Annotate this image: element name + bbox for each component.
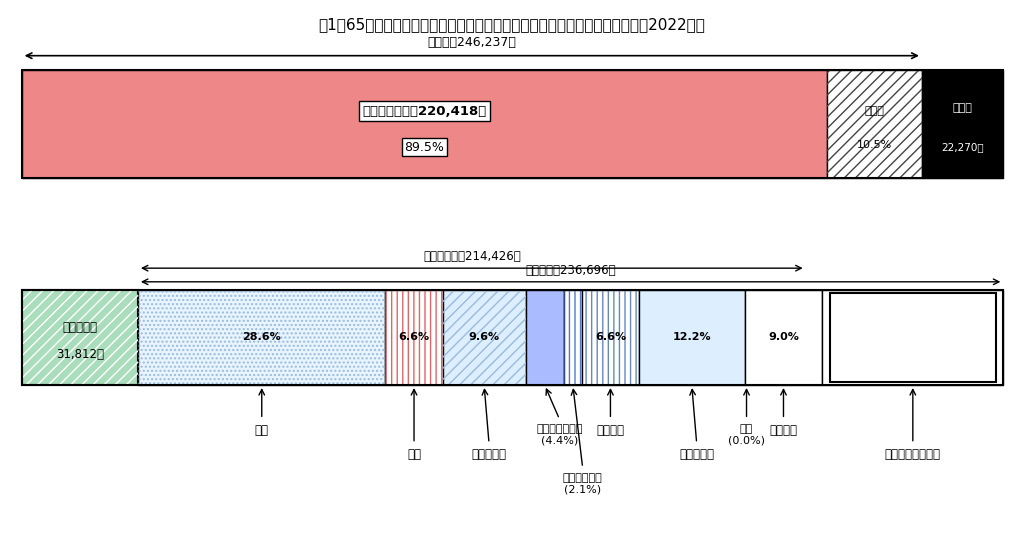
Text: 教育
(0.0%): 教育 (0.0%) — [728, 424, 765, 446]
Text: 被服及び履物
(2.1%): 被服及び履物 (2.1%) — [563, 473, 602, 495]
Text: 12.2%: 12.2% — [673, 332, 711, 343]
Text: 実収入　246,237円: 実収入 246,237円 — [427, 36, 516, 49]
Text: 光熱・水道: 光熱・水道 — [471, 449, 507, 462]
Bar — [22, 290, 138, 385]
Text: 食料: 食料 — [255, 424, 268, 437]
Text: 交通・通信: 交通・通信 — [679, 449, 714, 462]
Bar — [564, 290, 582, 385]
Bar — [22, 290, 138, 385]
Text: 非消費支出: 非消費支出 — [62, 321, 97, 334]
Bar — [22, 70, 1004, 177]
Bar — [639, 290, 744, 385]
Bar — [22, 290, 1004, 385]
Text: 6.6%: 6.6% — [595, 332, 626, 343]
Text: 住居: 住居 — [407, 449, 421, 462]
Bar — [827, 70, 922, 177]
Text: 22,270円: 22,270円 — [941, 143, 984, 153]
Bar — [922, 70, 1004, 177]
Text: 9.6%: 9.6% — [899, 350, 927, 360]
Text: 31,812円: 31,812円 — [56, 348, 103, 361]
Bar — [582, 290, 639, 385]
Text: 消費支出　236,696円: 消費支出 236,696円 — [525, 264, 616, 277]
Text: 教養娯楽: 教養娯楽 — [769, 424, 798, 437]
Bar — [639, 290, 744, 385]
Text: 家具・家事用品
(4.4%): 家具・家事用品 (4.4%) — [537, 424, 583, 446]
Text: 89.5%: 89.5% — [404, 141, 444, 154]
Bar — [385, 290, 442, 385]
Text: 6.6%: 6.6% — [398, 332, 430, 343]
Bar — [525, 290, 564, 385]
Bar — [827, 70, 922, 177]
Text: 社会保障給付　220,418円: 社会保障給付 220,418円 — [362, 104, 486, 117]
Text: 図1　65歳以上の夫婦のみの無職世帯（夫婦高齢者無職世帯）の家計収支　－2022年－: 図1 65歳以上の夫婦のみの無職世帯（夫婦高齢者無職世帯）の家計収支 －2022… — [318, 17, 706, 32]
Bar — [442, 290, 525, 385]
Text: 9.6%: 9.6% — [469, 332, 500, 343]
Text: うち交際費: うち交際費 — [896, 321, 930, 331]
Text: 保健医療: 保健医療 — [596, 424, 625, 437]
Bar — [138, 290, 385, 385]
Text: その他の消費支出: その他の消費支出 — [885, 449, 941, 462]
Bar — [744, 290, 822, 385]
Text: 不足分: 不足分 — [952, 103, 973, 113]
Text: その他: その他 — [864, 106, 885, 116]
Text: 10.5%: 10.5% — [857, 141, 892, 150]
Bar — [744, 290, 822, 385]
Text: 9.0%: 9.0% — [768, 332, 799, 343]
Bar — [385, 290, 442, 385]
Text: 20.9%: 20.9% — [894, 332, 932, 343]
Bar — [22, 70, 827, 177]
Text: 28.6%: 28.6% — [243, 332, 282, 343]
Text: 可処分所得　214,426円: 可処分所得 214,426円 — [423, 250, 520, 264]
Bar — [442, 290, 525, 385]
Bar — [822, 290, 1004, 385]
Bar — [564, 290, 582, 385]
Bar — [829, 293, 996, 382]
Bar — [138, 290, 385, 385]
Bar — [582, 290, 639, 385]
